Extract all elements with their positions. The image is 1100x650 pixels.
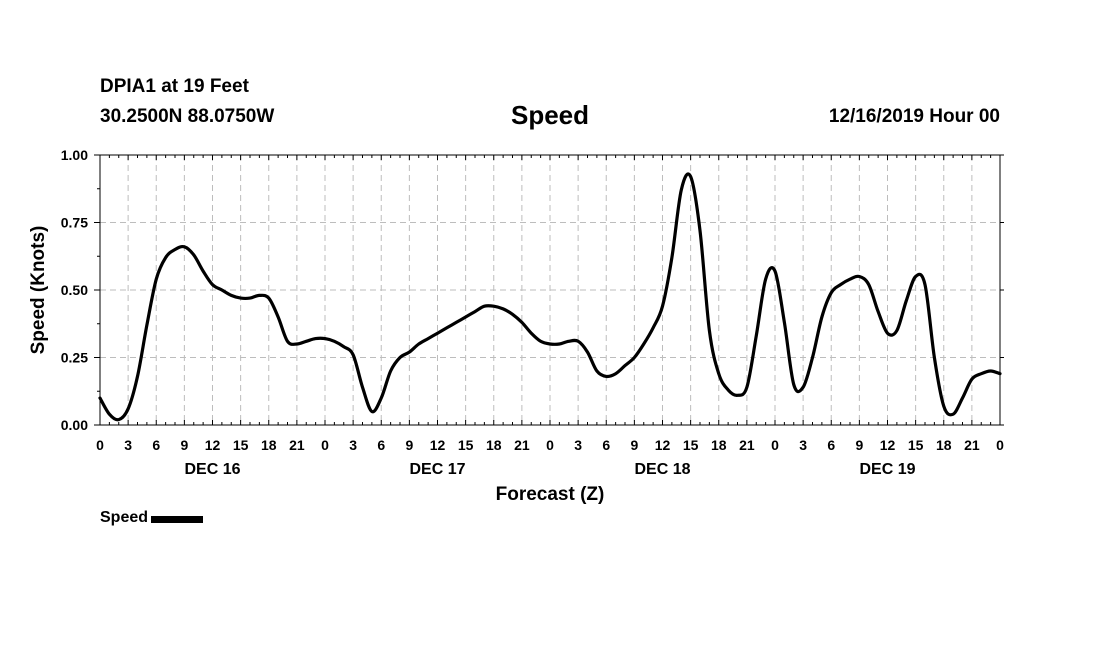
x-tick-label: 6 xyxy=(377,437,385,453)
legend: Speed xyxy=(100,509,204,527)
chart-title: Speed xyxy=(510,100,590,130)
forecast-datetime: 12/16/2019 Hour 00 xyxy=(828,106,1000,127)
x-tick-label: 15 xyxy=(683,437,699,453)
x-tick-label: 18 xyxy=(261,437,277,453)
x-tick-label: 9 xyxy=(630,437,638,453)
speed-series-line xyxy=(98,172,1002,422)
x-tick-label: 3 xyxy=(799,437,807,453)
day-label: DEC 19 xyxy=(859,461,915,478)
x-tick-label: 21 xyxy=(739,437,755,453)
x-tick-label: 18 xyxy=(936,437,952,453)
x-tick-label: 18 xyxy=(711,437,727,453)
x-tick-label: 6 xyxy=(602,437,610,453)
x-tick-label: 21 xyxy=(964,437,980,453)
x-tick-label: 15 xyxy=(458,437,474,453)
y-tick-label: 0.00 xyxy=(61,417,88,433)
x-tick-label: 0 xyxy=(96,437,104,453)
day-label: DEC 17 xyxy=(409,461,465,478)
x-tick-label: 0 xyxy=(546,437,554,453)
x-tick-label: 0 xyxy=(996,437,1004,453)
coordinates-label: 30.2500N 88.0750W xyxy=(100,106,275,127)
x-tick-label: 3 xyxy=(574,437,582,453)
y-tick-label: 0.50 xyxy=(61,282,88,298)
x-tick-label: 12 xyxy=(655,437,671,453)
day-label: DEC 16 xyxy=(184,461,240,478)
legend-swatch xyxy=(151,516,204,523)
series-layer xyxy=(98,172,1002,422)
grid-lines xyxy=(100,155,1000,425)
x-tick-label: 9 xyxy=(405,437,413,453)
x-tick-label: 12 xyxy=(205,437,221,453)
x-tick-label: 0 xyxy=(321,437,329,453)
y-tick-label: 0.75 xyxy=(61,215,88,231)
x-tick-label: 0 xyxy=(771,437,779,453)
y-axis-label: Speed (Knots) xyxy=(28,226,49,355)
station-label: DPIA1 at 19 Feet xyxy=(100,76,249,97)
plot-frame xyxy=(99,154,1001,426)
x-tick-label: 12 xyxy=(880,437,896,453)
x-tick-label: 18 xyxy=(486,437,502,453)
x-tick-label: 15 xyxy=(908,437,924,453)
legend-label: Speed xyxy=(100,509,149,526)
x-tick-label: 3 xyxy=(124,437,132,453)
x-tick-label: 9 xyxy=(180,437,188,453)
x-tick-label: 3 xyxy=(349,437,357,453)
x-tick-label: 21 xyxy=(514,437,530,453)
day-label: DEC 18 xyxy=(634,461,690,478)
x-tick-label: 9 xyxy=(855,437,863,453)
x-tick-label: 6 xyxy=(827,437,835,453)
x-tick-label: 21 xyxy=(289,437,305,453)
x-tick-label: 15 xyxy=(233,437,249,453)
x-tick-label: 6 xyxy=(152,437,160,453)
y-tick-label: 1.00 xyxy=(61,147,88,163)
tick-labels: 0 3 6 9 12 15 18 21 0 3 6 9 12 15 18 21 0 3 6 9 12 15 18 21 0 3 6 9… xyxy=(61,147,1004,478)
y-tick-label: 0.25 xyxy=(61,350,88,366)
x-axis-label: Forecast (Z) xyxy=(496,484,605,505)
x-tick-label: 12 xyxy=(430,437,446,453)
